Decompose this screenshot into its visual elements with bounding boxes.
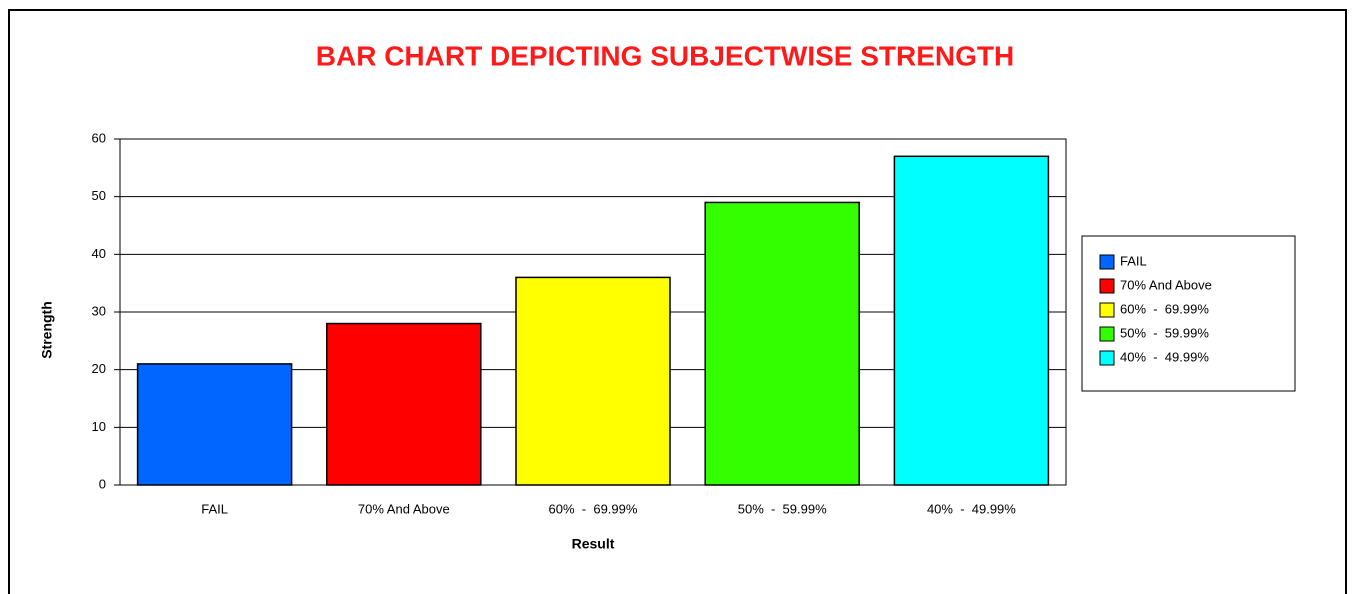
frame	[8, 9, 1347, 594]
legend-label: 70% And Above	[1120, 277, 1212, 292]
x-tick-label: FAIL	[201, 501, 228, 516]
x-tick-label: 70% And Above	[358, 501, 450, 516]
legend-swatch	[1099, 326, 1115, 342]
y-tick-label: 10	[92, 419, 106, 434]
bar	[515, 276, 671, 486]
x-tick-label: 40% - 49.99%	[927, 501, 1016, 516]
bar	[704, 201, 860, 486]
bar	[136, 363, 293, 486]
legend-swatch	[1099, 350, 1115, 366]
y-tick-label: 40	[92, 246, 106, 261]
y-axis-label: Strength	[39, 301, 55, 359]
bar	[326, 322, 482, 486]
y-tick-label: 60	[92, 130, 106, 145]
legend-swatch	[1099, 302, 1115, 318]
x-tick-label: 60% - 69.99%	[549, 501, 638, 516]
y-tick-label: 20	[92, 361, 106, 376]
legend-swatch	[1099, 278, 1115, 294]
y-tick-label: 30	[92, 303, 106, 318]
y-tick-label: 0	[99, 476, 106, 491]
legend-label: 40% - 49.99%	[1120, 349, 1209, 364]
legend-label: 50% - 59.99%	[1120, 325, 1209, 340]
legend-label: FAIL	[1120, 253, 1147, 268]
chart-title: BAR CHART DEPICTING SUBJECTWISE STRENGTH	[316, 40, 1014, 71]
x-axis-label: Result	[572, 536, 615, 552]
x-tick-label: 50% - 59.99%	[738, 501, 827, 516]
legend-label: 60% - 69.99%	[1120, 301, 1209, 316]
y-tick-label: 50	[92, 188, 106, 203]
bar	[893, 155, 1050, 486]
legend-swatch	[1099, 254, 1115, 270]
legend-box	[1081, 235, 1296, 392]
